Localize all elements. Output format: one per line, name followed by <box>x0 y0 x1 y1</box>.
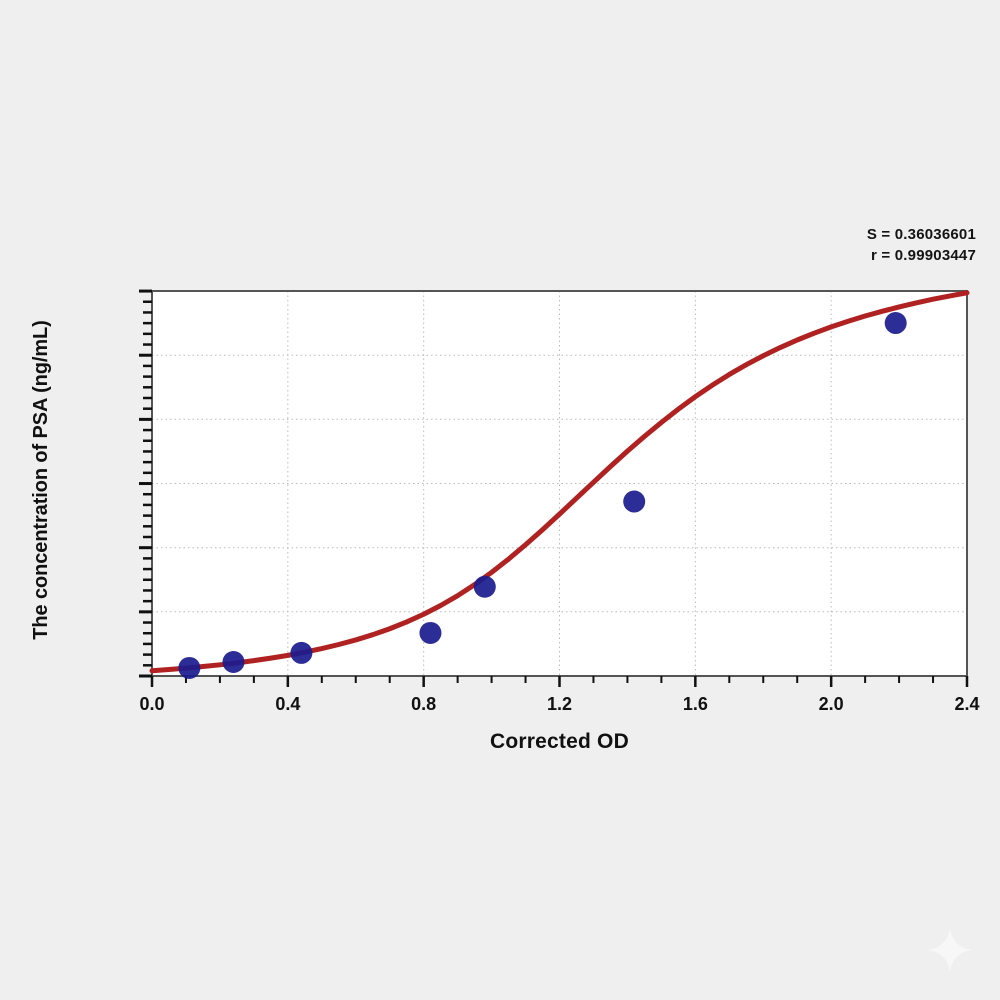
x-axis-tick-label: 0.0 <box>139 694 165 714</box>
y-axis-title: The concentration of PSA (ng/mL) <box>29 320 52 640</box>
data-point-marker[interactable] <box>884 312 907 335</box>
axis-ticks <box>139 289 969 687</box>
data-point-marker[interactable] <box>623 490 646 513</box>
standard-error-value: S = 0.36036601 <box>866 226 976 243</box>
x-axis-tick-label: 2.0 <box>818 694 844 714</box>
data-point-marker[interactable] <box>473 575 496 598</box>
fit-statistics-annotation: S = 0.36036601 r = 0.99903447 <box>867 224 976 267</box>
x-axis-tick-label: 1.2 <box>546 694 573 714</box>
x-axis-tick-label: 2.4 <box>954 694 980 714</box>
data-point-marker[interactable] <box>178 656 201 679</box>
data-point-marker[interactable] <box>419 621 442 644</box>
data-point-marker[interactable] <box>290 641 313 664</box>
fit-curve-line <box>149 290 970 674</box>
data-point-group <box>178 312 907 679</box>
x-axis-tick-label: 1.6 <box>682 694 708 714</box>
x-axis-title: Corrected OD <box>490 730 629 753</box>
data-point-marker[interactable] <box>222 651 245 673</box>
correlation-coefficient-value: r = 0.99903447 <box>871 247 976 265</box>
x-axis-tick-label: 0.4 <box>275 694 301 714</box>
x-axis-tick-label: 0.8 <box>411 694 437 714</box>
